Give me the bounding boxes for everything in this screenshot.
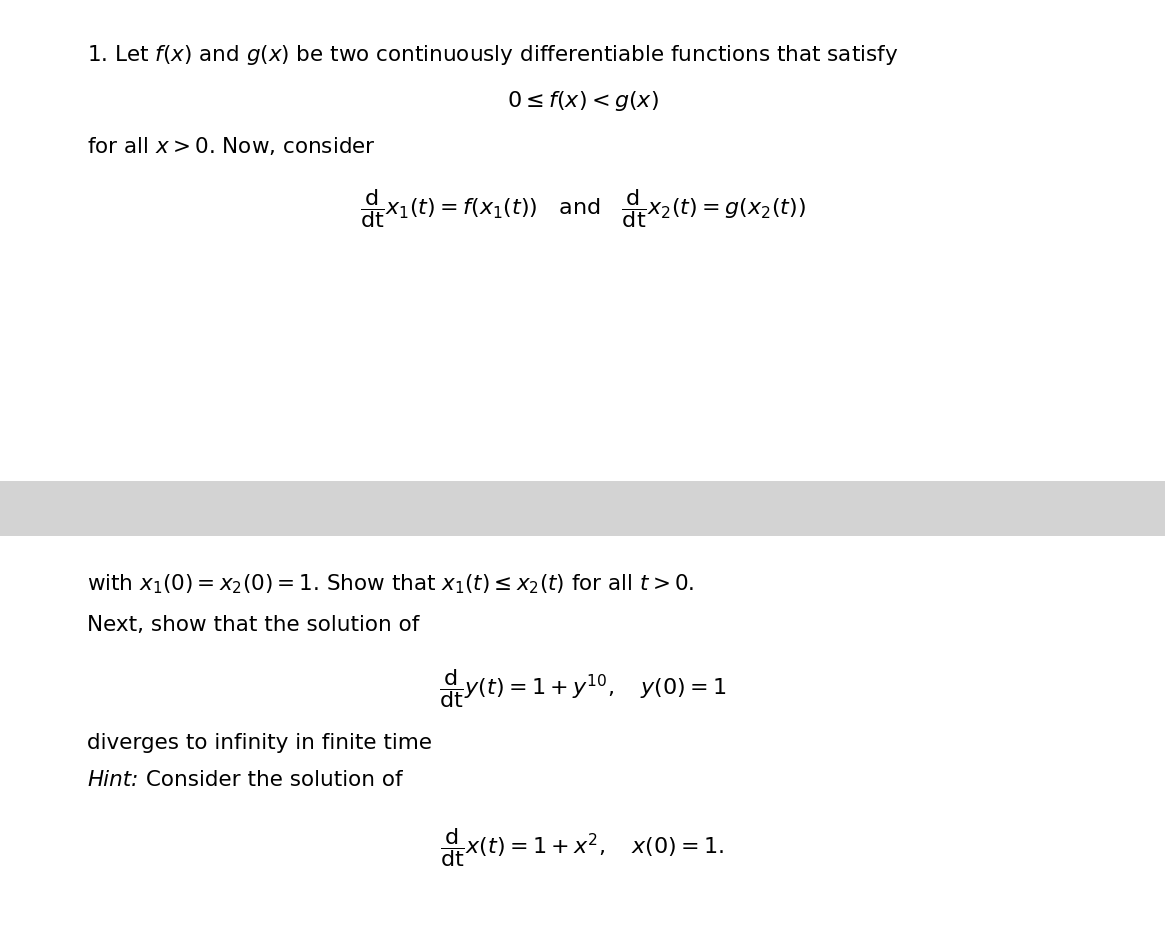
Text: $\dfrac{\mathrm{d}}{\mathrm{dt}}y(t) = 1 + y^{10}, \quad y(0) = 1$: $\dfrac{\mathrm{d}}{\mathrm{dt}}y(t) = 1… bbox=[439, 666, 726, 710]
Bar bbox=[0, 481, 1165, 536]
Text: for all $x > 0$. Now, consider: for all $x > 0$. Now, consider bbox=[87, 134, 376, 157]
Text: 1. Let $f(x)$ and $g(x)$ be two continuously differentiable functions that satis: 1. Let $f(x)$ and $g(x)$ be two continuo… bbox=[87, 42, 899, 67]
Text: with $x_1(0) = x_2(0) = 1$. Show that $x_1(t) \leq x_2(t)$ for all $t > 0$.: with $x_1(0) = x_2(0) = 1$. Show that $x… bbox=[87, 572, 694, 597]
Text: diverges to infinity in finite time: diverges to infinity in finite time bbox=[87, 732, 432, 753]
Text: $\dfrac{\mathrm{d}}{\mathrm{dt}}x(t) = 1 + x^2, \quad x(0) = 1.$: $\dfrac{\mathrm{d}}{\mathrm{dt}}x(t) = 1… bbox=[440, 826, 725, 870]
Text: Consider the solution of: Consider the solution of bbox=[139, 770, 402, 791]
Text: Next, show that the solution of: Next, show that the solution of bbox=[87, 615, 419, 635]
Text: $0 \leq f(x) < g(x)$: $0 \leq f(x) < g(x)$ bbox=[507, 88, 658, 113]
Text: Hint:: Hint: bbox=[87, 770, 139, 791]
Text: $\dfrac{\mathrm{d}}{\mathrm{dt}}x_1(t) = f(x_1(t))$   and   $\dfrac{\mathrm{d}}{: $\dfrac{\mathrm{d}}{\mathrm{dt}}x_1(t) =… bbox=[360, 187, 805, 230]
